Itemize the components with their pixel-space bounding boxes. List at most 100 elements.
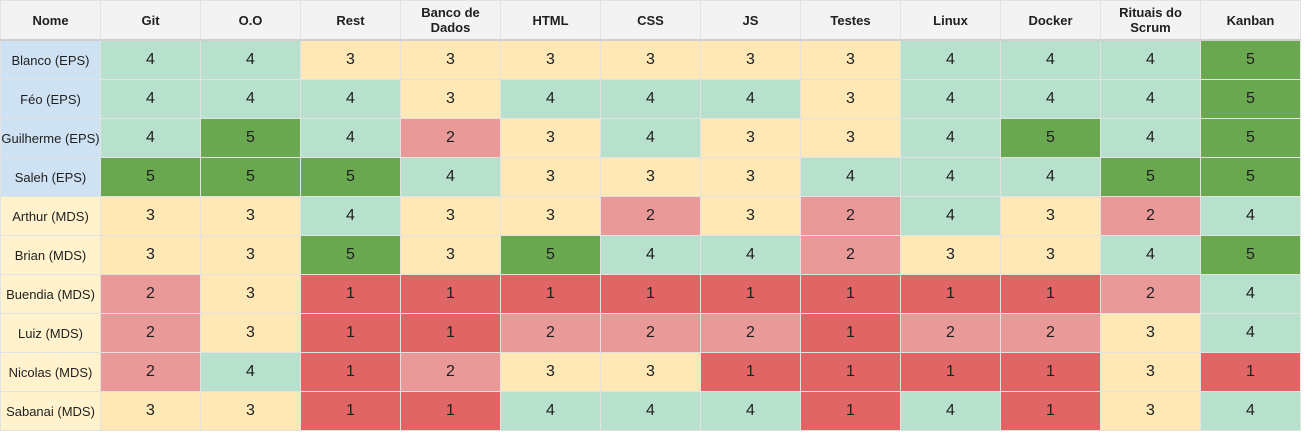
- score-cell-docker: 1: [1000, 391, 1101, 431]
- score-cell-git: 3: [100, 196, 201, 236]
- score-cell-testes: 3: [800, 118, 901, 158]
- score-cell-testes: 1: [800, 313, 901, 353]
- score-cell-css: 2: [600, 313, 701, 353]
- score-cell-o-o: 3: [200, 391, 301, 431]
- score-cell-linux: 4: [900, 39, 1001, 80]
- score-cell-js: 1: [700, 352, 801, 392]
- score-cell-rest: 4: [300, 79, 401, 119]
- score-cell-html: 4: [500, 391, 601, 431]
- score-cell-docker: 1: [1000, 352, 1101, 392]
- score-cell-testes: 1: [800, 391, 901, 431]
- score-cell-banco-de-dados: 3: [400, 39, 501, 80]
- row-name-cell: Saleh (EPS): [0, 157, 101, 197]
- score-cell-rest: 1: [300, 391, 401, 431]
- score-cell-rest: 1: [300, 352, 401, 392]
- score-cell-rituais-do-scrum: 4: [1100, 235, 1201, 275]
- score-cell-banco-de-dados: 1: [400, 274, 501, 314]
- score-cell-testes: 3: [800, 79, 901, 119]
- score-cell-kanban: 1: [1200, 352, 1301, 392]
- score-cell-kanban: 5: [1200, 157, 1301, 197]
- score-cell-rest: 1: [300, 313, 401, 353]
- score-cell-docker: 2: [1000, 313, 1101, 353]
- score-cell-git: 2: [100, 274, 201, 314]
- skills-table: Nome Git O.O Rest Banco de Dados HTML CSS JS Tes…: [0, 0, 1301, 431]
- row-name-cell: Blanco (EPS): [0, 39, 101, 80]
- header-row: Nome Git O.O Rest Banco de Dados HTML CSS JS Tes…: [0, 0, 1301, 41]
- score-cell-js: 4: [700, 391, 801, 431]
- column-header-testes: Testes: [800, 0, 901, 41]
- score-cell-linux: 2: [900, 313, 1001, 353]
- score-cell-rituais-do-scrum: 5: [1100, 157, 1201, 197]
- column-header-js: JS: [700, 0, 801, 41]
- row-name-cell: Luiz (MDS): [0, 313, 101, 353]
- score-cell-o-o: 3: [200, 274, 301, 314]
- score-cell-o-o: 4: [200, 79, 301, 119]
- score-cell-testes: 4: [800, 157, 901, 197]
- score-cell-o-o: 3: [200, 313, 301, 353]
- score-cell-css: 3: [600, 157, 701, 197]
- score-cell-kanban: 5: [1200, 39, 1301, 80]
- score-cell-css: 4: [600, 391, 701, 431]
- score-cell-git: 3: [100, 391, 201, 431]
- score-cell-linux: 4: [900, 157, 1001, 197]
- column-header-rituais-do-scrum: Rituais do Scrum: [1100, 0, 1201, 41]
- score-cell-html: 2: [500, 313, 601, 353]
- score-cell-banco-de-dados: 3: [400, 196, 501, 236]
- table-row: Saleh (EPS) 5 5 5 4 3 3 3 4 4 4 5 5: [0, 157, 1301, 197]
- score-cell-kanban: 4: [1200, 196, 1301, 236]
- score-cell-html: 1: [500, 274, 601, 314]
- score-cell-rituais-do-scrum: 3: [1100, 313, 1201, 353]
- column-header-kanban: Kanban: [1200, 0, 1301, 41]
- score-cell-js: 1: [700, 274, 801, 314]
- table-row: Arthur (MDS) 3 3 4 3 3 2 3 2 4 3 2 4: [0, 196, 1301, 236]
- score-cell-o-o: 5: [200, 118, 301, 158]
- score-cell-docker: 5: [1000, 118, 1101, 158]
- score-cell-rituais-do-scrum: 2: [1100, 274, 1201, 314]
- score-cell-css: 4: [600, 118, 701, 158]
- column-header-linux: Linux: [900, 0, 1001, 41]
- row-name-cell: Arthur (MDS): [0, 196, 101, 236]
- score-cell-rest: 5: [300, 235, 401, 275]
- score-cell-rituais-do-scrum: 3: [1100, 391, 1201, 431]
- column-header-rest: Rest: [300, 0, 401, 41]
- score-cell-js: 3: [700, 39, 801, 80]
- score-cell-css: 3: [600, 352, 701, 392]
- score-cell-css: 4: [600, 79, 701, 119]
- score-cell-html: 3: [500, 196, 601, 236]
- score-cell-banco-de-dados: 3: [400, 79, 501, 119]
- column-header-docker: Docker: [1000, 0, 1101, 41]
- score-cell-linux: 4: [900, 391, 1001, 431]
- column-header-css: CSS: [600, 0, 701, 41]
- score-cell-banco-de-dados: 4: [400, 157, 501, 197]
- score-cell-rest: 1: [300, 274, 401, 314]
- score-cell-rituais-do-scrum: 4: [1100, 118, 1201, 158]
- row-name-cell: Guilherme (EPS): [0, 118, 101, 158]
- score-cell-css: 4: [600, 235, 701, 275]
- score-cell-banco-de-dados: 2: [400, 352, 501, 392]
- score-cell-css: 3: [600, 39, 701, 80]
- score-cell-html: 4: [500, 79, 601, 119]
- score-cell-html: 3: [500, 118, 601, 158]
- score-cell-html: 3: [500, 157, 601, 197]
- score-cell-rest: 4: [300, 196, 401, 236]
- table-row: Féo (EPS) 4 4 4 3 4 4 4 3 4 4 4 5: [0, 79, 1301, 119]
- table-row: Brian (MDS) 3 3 5 3 5 4 4 2 3 3 4 5: [0, 235, 1301, 275]
- score-cell-o-o: 3: [200, 235, 301, 275]
- score-cell-rituais-do-scrum: 3: [1100, 352, 1201, 392]
- score-cell-docker: 4: [1000, 39, 1101, 80]
- score-cell-docker: 4: [1000, 157, 1101, 197]
- score-cell-css: 2: [600, 196, 701, 236]
- score-cell-linux: 4: [900, 79, 1001, 119]
- score-cell-rituais-do-scrum: 4: [1100, 39, 1201, 80]
- score-cell-docker: 1: [1000, 274, 1101, 314]
- score-cell-git: 2: [100, 313, 201, 353]
- score-cell-css: 1: [600, 274, 701, 314]
- score-cell-banco-de-dados: 2: [400, 118, 501, 158]
- score-cell-git: 4: [100, 39, 201, 80]
- column-header-html: HTML: [500, 0, 601, 41]
- table-body: Blanco (EPS) 4 4 3 3 3 3 3 3 4 4 4 5 Féo (EPS) 4 4 4 3 4 4 4…: [0, 39, 1301, 431]
- score-cell-kanban: 4: [1200, 391, 1301, 431]
- score-cell-banco-de-dados: 3: [400, 235, 501, 275]
- score-cell-rest: 5: [300, 157, 401, 197]
- row-name-cell: Buendia (MDS): [0, 274, 101, 314]
